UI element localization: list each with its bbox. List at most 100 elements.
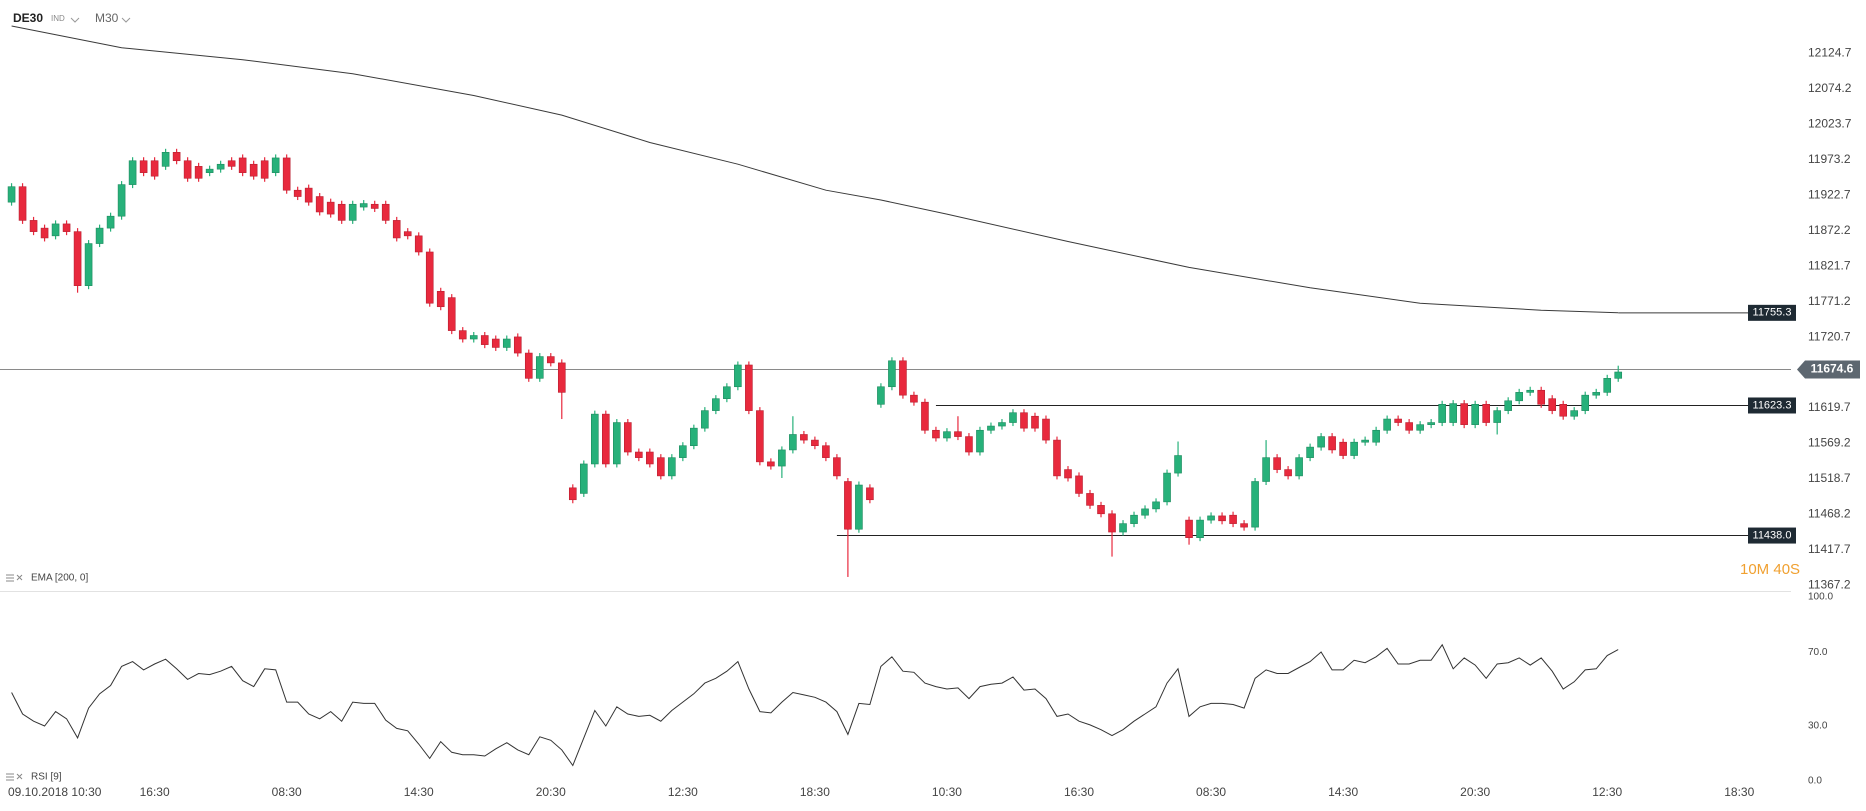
candle-body — [1207, 515, 1215, 521]
candle-body — [1174, 455, 1182, 474]
x-tick-label: 09.10.2018 10:30 — [8, 785, 102, 799]
candle-body — [1009, 412, 1017, 423]
candle-body — [348, 203, 357, 221]
candle-body — [458, 330, 467, 340]
candle-body — [18, 186, 27, 221]
candle-body — [866, 487, 874, 501]
rsi-tick-label: 100.0 — [1808, 592, 1833, 603]
candle-body — [227, 160, 236, 167]
market[interactable]: IND — [51, 14, 65, 23]
candle-body — [1218, 515, 1226, 522]
candle-body — [1284, 469, 1292, 477]
y-tick-label: 11367.2 — [1808, 577, 1851, 591]
candle-body — [811, 439, 819, 447]
y-tick-label: 11468.2 — [1808, 507, 1851, 521]
dropdown-caret[interactable] — [121, 17, 131, 23]
candle-body — [646, 451, 654, 465]
candle-body — [690, 427, 698, 447]
candle-body — [238, 157, 247, 173]
candle-body — [183, 160, 192, 179]
candle-body — [7, 186, 16, 203]
x-tick-label: 08:30 — [272, 785, 302, 799]
candle-body — [1141, 508, 1149, 516]
settings-icon[interactable] — [6, 773, 14, 781]
candle-body — [756, 410, 764, 463]
candle-body — [568, 487, 577, 501]
candle-body — [921, 401, 929, 431]
candle-body — [822, 445, 830, 458]
candle-body — [359, 203, 368, 208]
candle-body — [745, 364, 753, 411]
candle-body — [40, 227, 49, 239]
close-icon[interactable] — [16, 773, 23, 780]
y-tick-label: 11973.2 — [1808, 152, 1851, 166]
candle-body — [51, 223, 60, 237]
candle-body — [624, 422, 632, 453]
candle-body — [1262, 457, 1270, 482]
symbol[interactable]: DE30 — [13, 11, 43, 25]
candle-body — [469, 335, 478, 340]
dropdown-caret[interactable] — [70, 17, 80, 23]
close-icon[interactable] — [16, 574, 23, 581]
candle-body — [1075, 475, 1083, 494]
x-tick-label: 08:30 — [1196, 785, 1226, 799]
settings-icon[interactable] — [6, 574, 14, 582]
candle-body — [425, 251, 434, 304]
candle-body — [546, 356, 555, 364]
y-tick-label: 11720.7 — [1808, 329, 1851, 343]
candle-body — [1163, 472, 1171, 503]
candle-body — [161, 152, 170, 167]
candle-body — [1240, 523, 1248, 528]
candle-body — [1570, 410, 1579, 417]
candle-body — [1592, 392, 1601, 396]
candle-body — [447, 297, 456, 331]
candle-body — [789, 434, 797, 451]
level-box — [1748, 527, 1796, 544]
candle-body — [855, 484, 863, 530]
y-tick-label: 11922.7 — [1808, 188, 1851, 202]
candle-body — [1306, 446, 1314, 458]
candle-body — [1130, 514, 1138, 524]
candle-body — [84, 243, 93, 286]
candle-body — [1394, 418, 1402, 423]
y-tick-label: 11872.2 — [1808, 223, 1851, 237]
candle-body — [1460, 403, 1468, 425]
candle-body — [778, 449, 786, 467]
candle-body — [1504, 400, 1512, 411]
y-tick-label: 12124.7 — [1808, 46, 1852, 60]
candle-body — [139, 160, 148, 173]
y-tick-label: 11417.7 — [1808, 542, 1851, 556]
x-tick-label: 16:30 — [1064, 785, 1094, 799]
candle-body — [216, 163, 225, 170]
candle-body — [701, 410, 709, 429]
level-box — [1748, 397, 1796, 414]
rsi-tick-label: 30.0 — [1808, 720, 1828, 731]
candle-body — [877, 386, 885, 405]
timeframe[interactable]: M30 — [95, 11, 119, 25]
candle-body — [844, 481, 852, 530]
x-tick-label: 12:30 — [668, 785, 698, 799]
x-tick-label: 20:30 — [536, 785, 566, 799]
candle-body — [613, 422, 621, 465]
x-tick-label: 18:30 — [800, 785, 830, 799]
y-tick-label: 12074.2 — [1808, 81, 1852, 95]
candle-body — [1295, 457, 1303, 477]
x-tick-label: 20:30 — [1460, 785, 1490, 799]
candle-body — [535, 356, 544, 379]
ema-legend: EMA [200, 0] — [6, 573, 88, 584]
ema-label: EMA [200, 0] — [31, 573, 88, 584]
candle-body — [491, 338, 500, 348]
candle-body — [1185, 519, 1193, 538]
candle-body — [249, 163, 258, 177]
candle-body — [635, 451, 643, 458]
candle-body — [1328, 436, 1336, 451]
x-tick-label: 12:30 — [1592, 785, 1622, 799]
candle-body — [150, 160, 159, 177]
candle-body — [271, 157, 280, 173]
candle-body — [1581, 394, 1590, 411]
current-price-label: 11674.6 — [1811, 362, 1854, 376]
y-tick-label: 11518.7 — [1808, 471, 1851, 485]
candle-body — [172, 152, 181, 162]
candle-body — [370, 203, 379, 209]
candle-body — [1119, 523, 1127, 533]
